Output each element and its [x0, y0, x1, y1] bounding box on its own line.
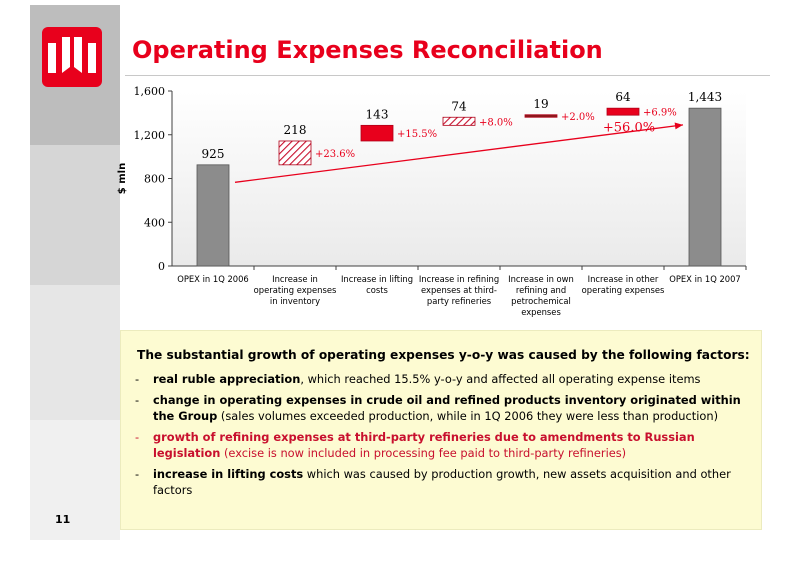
growth-arrow-head — [674, 122, 683, 130]
y-tick-label: 1,600 — [134, 85, 166, 98]
x-tick-label: OPEX in 1Q 2006 — [177, 274, 249, 284]
factor-bold: growth of refining expenses at third-par… — [153, 430, 695, 460]
page-number: 11 — [55, 513, 71, 526]
overall-change-label: +56.0% — [603, 120, 655, 135]
bar-value-label: 64 — [615, 90, 631, 104]
factors-list: - real ruble appreciation, which reached… — [121, 371, 751, 503]
factors-lead: The substantial growth of operating expe… — [137, 348, 750, 362]
left-bar-block — [30, 285, 120, 420]
factor-bold: change in operating expenses in crude oi… — [153, 393, 741, 423]
y-tick-label: 0 — [158, 260, 165, 273]
x-tick-label: Increase in refining expenses at third-pa… — [419, 274, 499, 306]
x-tick-label: OPEX in 1Q 2007 — [669, 274, 741, 284]
list-item: - real ruble appreciation, which reached… — [121, 371, 751, 387]
left-bar-block — [30, 145, 120, 285]
y-tick-label: 800 — [144, 173, 165, 186]
bar — [360, 124, 394, 142]
left-bar-block — [30, 420, 120, 540]
factor-bold: increase in lifting costs — [153, 467, 304, 481]
x-tick-label: Increase in operating expenses in inventor… — [254, 274, 337, 306]
bar-value-label: 218 — [284, 123, 307, 137]
step-percent-label: +15.5% — [397, 129, 437, 140]
factor-text: which was caused by production growth, n… — [153, 467, 731, 497]
step-percent-label: +2.0% — [561, 112, 595, 123]
step-percent-label: +23.6% — [315, 149, 355, 160]
factor-text: (excise is now included in processing fe… — [220, 446, 627, 460]
slide-title: Operating Expenses Reconciliation — [132, 36, 603, 64]
bar — [606, 107, 640, 116]
bar-value-label: 143 — [366, 107, 389, 121]
y-tick-label: 400 — [144, 216, 165, 229]
bar — [442, 116, 476, 126]
bullet-dash: - — [135, 430, 140, 444]
list-item: - increase in lifting costs which was cau… — [121, 466, 751, 498]
factors-text-box: The substantial growth of operating expe… — [120, 330, 762, 530]
opex-waterfall-chart: 0 400 800 1,200 1,600 $ mln OPEX in 1Q 2006 Inc… — [117, 85, 747, 317]
step-percent-label: +6.9% — [643, 108, 677, 119]
x-tick-label: Increase in other operating expenses — [582, 274, 665, 295]
bar-value-label: 74 — [451, 99, 467, 113]
step-percent-label: +8.0% — [479, 117, 513, 128]
list-item: - growth of refining expenses at third-pa… — [121, 429, 751, 461]
y-axis-title: $ mln — [117, 163, 128, 194]
growth-arrow — [234, 124, 684, 183]
bar — [688, 107, 722, 267]
y-tick-label: 1,200 — [134, 129, 166, 142]
bullet-dash: - — [135, 372, 140, 386]
bar-value-label: 19 — [533, 97, 548, 111]
bar-value-label: 925 — [202, 147, 225, 161]
bar — [524, 114, 558, 118]
x-tick-label: Increase in own refining and petrochemical… — [508, 274, 574, 317]
list-item: - change in operating expenses in crude o… — [121, 392, 751, 424]
bullet-dash: - — [135, 393, 140, 407]
factor-text: (sales volumes exceeded production, whil… — [217, 409, 719, 423]
factor-bold: real ruble appreciation — [153, 372, 301, 386]
x-tick-label: Increase in lifting costs — [341, 274, 413, 295]
bullet-dash: - — [135, 467, 140, 481]
company-logo — [42, 27, 102, 87]
bar-value-label: 1,443 — [688, 90, 722, 104]
factor-text: , which reached 15.5% y-o-y and affected… — [300, 372, 701, 386]
title-divider — [125, 75, 770, 76]
bar — [196, 164, 230, 267]
bar — [278, 140, 312, 166]
